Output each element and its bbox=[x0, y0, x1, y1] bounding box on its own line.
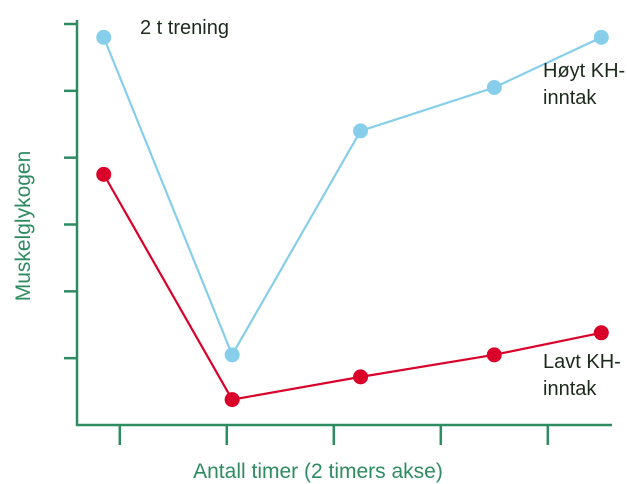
series-high-point-1 bbox=[96, 29, 112, 45]
series-low-line bbox=[102, 173, 602, 401]
axes bbox=[64, 20, 612, 445]
y-axis-title: Muskelglykogen bbox=[12, 151, 35, 302]
annotation-training: 2 t trening bbox=[140, 17, 229, 39]
legend-low-line-1: Lavt KH- bbox=[543, 351, 621, 373]
legend-high-line-1: Høyt KH- bbox=[543, 60, 625, 82]
series-high-point-5 bbox=[593, 29, 609, 45]
series-low-point-1 bbox=[96, 166, 112, 182]
series-low-point-2 bbox=[224, 392, 240, 408]
series-low bbox=[96, 166, 609, 408]
x-axis-title: Antall timer (2 timers akse) bbox=[193, 460, 443, 483]
series-low-point-3 bbox=[353, 369, 369, 385]
legend-high-series: Høyt KH- inntak bbox=[543, 60, 625, 109]
legend-low-series: Lavt KH- inntak bbox=[543, 351, 621, 400]
legend-high-line-2: inntak bbox=[543, 87, 597, 109]
series-high-point-4 bbox=[486, 79, 502, 95]
series-layer bbox=[96, 29, 609, 408]
series-high-point-2 bbox=[224, 347, 240, 363]
series-high-point-3 bbox=[353, 123, 369, 139]
series-low-point-5 bbox=[593, 325, 609, 341]
series-low-point-4 bbox=[486, 347, 502, 363]
legend-low-line-2: inntak bbox=[543, 378, 597, 400]
series-high bbox=[96, 29, 609, 363]
